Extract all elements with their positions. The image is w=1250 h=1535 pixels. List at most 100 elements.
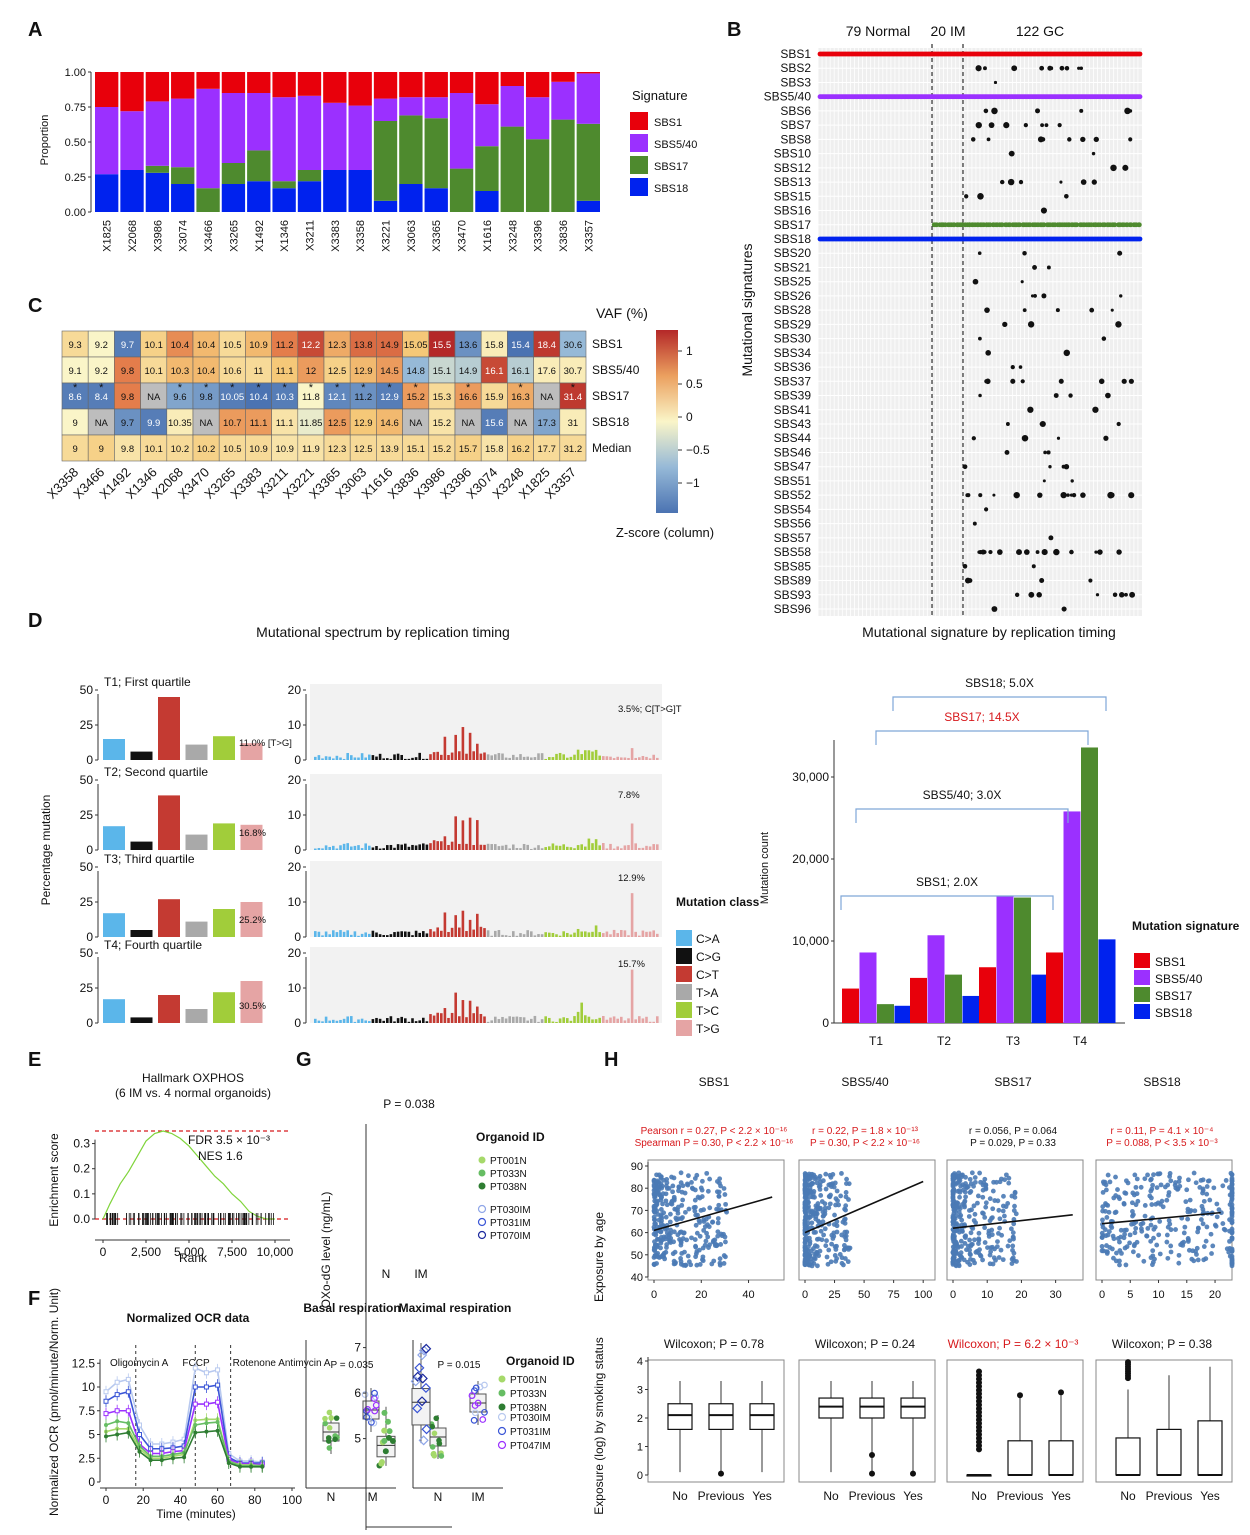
data-point	[325, 1435, 332, 1441]
x-tick-label: 50	[858, 1289, 870, 1301]
data-point	[834, 1188, 840, 1194]
spectrum-bar	[569, 847, 573, 850]
data-point	[697, 1262, 703, 1267]
heatmap-cell	[271, 408, 299, 436]
data-point	[1167, 1170, 1173, 1176]
data-point	[1117, 1258, 1122, 1264]
legend-swatch	[676, 984, 692, 1000]
data-point	[987, 1252, 993, 1258]
legend-label: T>A	[696, 986, 718, 1000]
spectrum-bar	[591, 931, 594, 937]
data-point	[1134, 1176, 1140, 1182]
data-point	[967, 1237, 973, 1243]
cell-value: 15.5	[433, 340, 452, 351]
cell-value: 17.6	[537, 366, 556, 377]
spectrum-bar	[555, 845, 558, 850]
legend-label: PT030IM	[490, 1205, 531, 1216]
data-point	[823, 1186, 829, 1192]
legend-swatch	[676, 948, 692, 964]
spectrum-bar	[375, 846, 378, 850]
data-point	[982, 1225, 988, 1231]
spectrum-bar	[353, 845, 357, 850]
data-point	[1200, 1186, 1206, 1192]
legend-swatch	[676, 930, 692, 946]
legend-label: T>C	[696, 1004, 719, 1018]
bar-cg	[130, 1017, 153, 1023]
data-point	[1195, 1229, 1201, 1235]
signature-dot	[1014, 592, 1020, 597]
legend-swatch	[630, 112, 648, 130]
cell-value: 9.7	[121, 418, 134, 429]
data-point	[952, 1259, 958, 1264]
y-axis-title: Normalized OCR (pmol/minute/Norm. Unit)	[47, 1288, 61, 1516]
bar-sbs5-40	[475, 104, 499, 147]
row-label: SBS47	[774, 460, 812, 474]
cell-value: 8.4	[95, 392, 108, 403]
spectrum-bar	[630, 893, 634, 937]
y-tick-label: 2.5	[78, 1451, 95, 1465]
panel-label: H	[604, 1049, 618, 1071]
data-point	[810, 1191, 816, 1197]
data-point	[842, 1206, 848, 1212]
cell-value: 15.8	[485, 340, 504, 351]
spectrum-bar	[360, 933, 364, 937]
spectrum-bar	[594, 839, 598, 850]
bar-sbs5-40	[171, 98, 195, 168]
spectrum-bar	[494, 1016, 497, 1023]
ocr-point	[204, 1429, 209, 1434]
data-point	[823, 1243, 829, 1249]
signature-dot	[1018, 365, 1023, 369]
spectrum-bar	[591, 1019, 594, 1023]
x-tick-label: 20	[137, 1493, 151, 1507]
ocr-point	[203, 1384, 209, 1390]
spectrum-bar	[465, 931, 468, 937]
cell-value: 10.1	[144, 366, 163, 377]
row-label: SBS34	[774, 346, 812, 360]
spectrum-bar	[544, 847, 547, 850]
signature-dot	[985, 350, 991, 356]
data-point	[1201, 1244, 1207, 1249]
data-point	[1131, 1221, 1137, 1227]
chart-title: Normalized OCR data	[127, 1311, 250, 1325]
data-point	[968, 1256, 973, 1262]
heatmap-cell	[376, 408, 403, 436]
data-point	[361, 1391, 369, 1398]
data-point	[698, 1185, 704, 1191]
data-point	[712, 1243, 718, 1248]
signature-dot	[1046, 265, 1051, 270]
cell-value: 10.9	[249, 444, 268, 455]
spectrum-bar	[479, 753, 483, 760]
data-point	[832, 1212, 837, 1218]
data-point	[471, 1409, 479, 1417]
signature-dot	[962, 563, 968, 569]
signature-dot	[1003, 122, 1010, 129]
bar-sbs1	[297, 72, 322, 96]
data-point	[1150, 1253, 1156, 1259]
spectrum-bar	[569, 1020, 573, 1023]
bar-sbs18	[221, 184, 246, 212]
heatmap-cell	[87, 330, 115, 358]
data-point	[1213, 1223, 1219, 1229]
cell-value: 13.6	[459, 340, 478, 351]
spectrum-bar	[396, 931, 400, 937]
data-point	[436, 1437, 442, 1444]
signature-dot	[1101, 336, 1107, 341]
spectrum-bar	[591, 843, 594, 850]
signature-dot	[1060, 492, 1067, 499]
spectrum-bar	[591, 751, 594, 760]
spectrum-bar	[533, 935, 537, 937]
spectrum-bar	[540, 934, 544, 937]
signature-dot	[1031, 564, 1036, 569]
bar-ca	[103, 739, 125, 760]
legend-label: SBS18	[1155, 1006, 1193, 1020]
spectrum-bar	[468, 732, 472, 760]
signature-dot	[1061, 606, 1067, 612]
heatmap-cell	[559, 382, 587, 410]
signature-dot	[1136, 222, 1142, 228]
cell-value: 9	[72, 418, 77, 429]
row-label: SBS28	[774, 303, 812, 317]
spectrum-bar	[537, 753, 540, 760]
signature-dot	[977, 550, 981, 554]
box	[1197, 1420, 1223, 1476]
heatmap-cell	[454, 434, 482, 462]
